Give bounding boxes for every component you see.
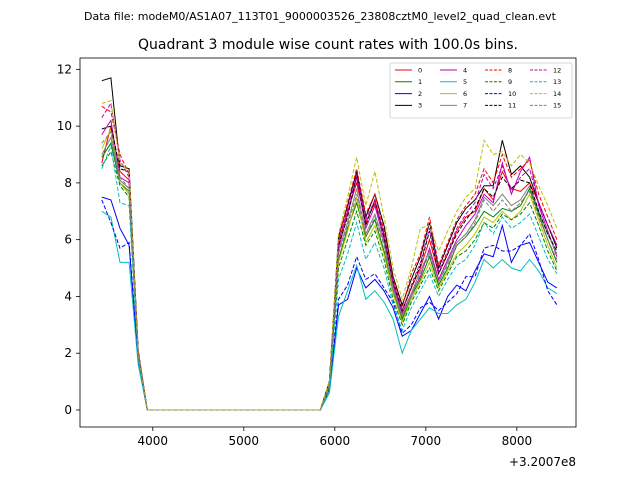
y-tick-label: 8	[64, 176, 72, 190]
y-tick-label: 10	[57, 119, 72, 133]
x-tick-label: 5000	[229, 434, 260, 448]
legend-box	[389, 62, 573, 119]
legend-label-9: 9	[508, 78, 512, 86]
x-tick-label: 8000	[502, 434, 533, 448]
legend-label-10: 10	[508, 90, 516, 98]
legend-label-8: 8	[508, 66, 512, 74]
legend-label-6: 6	[463, 90, 467, 98]
legend-label-13: 13	[553, 78, 561, 86]
series-line-14	[101, 99, 558, 411]
legend-label-7: 7	[463, 102, 467, 110]
series-line-15	[101, 130, 558, 411]
suptitle: Data file: modeM0/AS1A07_113T01_90000035…	[84, 10, 557, 23]
x-offset-label: +3.2007e8	[509, 455, 576, 469]
x-tick-label: 4000	[138, 434, 169, 448]
legend-label-12: 12	[553, 66, 561, 74]
legend-label-11: 11	[508, 102, 516, 110]
legend-label-1: 1	[418, 78, 422, 86]
legend-label-2: 2	[418, 90, 422, 98]
x-tick-label: 6000	[320, 434, 351, 448]
plot-frame	[79, 57, 577, 428]
y-tick-label: 0	[64, 403, 72, 417]
legend-label-14: 14	[553, 90, 561, 98]
y-tick-label: 12	[57, 62, 72, 76]
legend-label-15: 15	[553, 102, 561, 110]
legend-label-3: 3	[418, 102, 422, 110]
y-tick-label: 4	[64, 289, 72, 303]
series-layer	[101, 77, 558, 411]
y-tick-label: 6	[64, 233, 72, 247]
chart-title: Quadrant 3 module wise count rates with …	[138, 37, 518, 53]
legend-label-5: 5	[463, 78, 467, 86]
y-tick-label: 2	[64, 346, 72, 360]
plot-area	[80, 58, 576, 427]
x-tick-label: 7000	[411, 434, 442, 448]
legend-label-4: 4	[463, 66, 467, 74]
legend-label-0: 0	[418, 66, 422, 74]
